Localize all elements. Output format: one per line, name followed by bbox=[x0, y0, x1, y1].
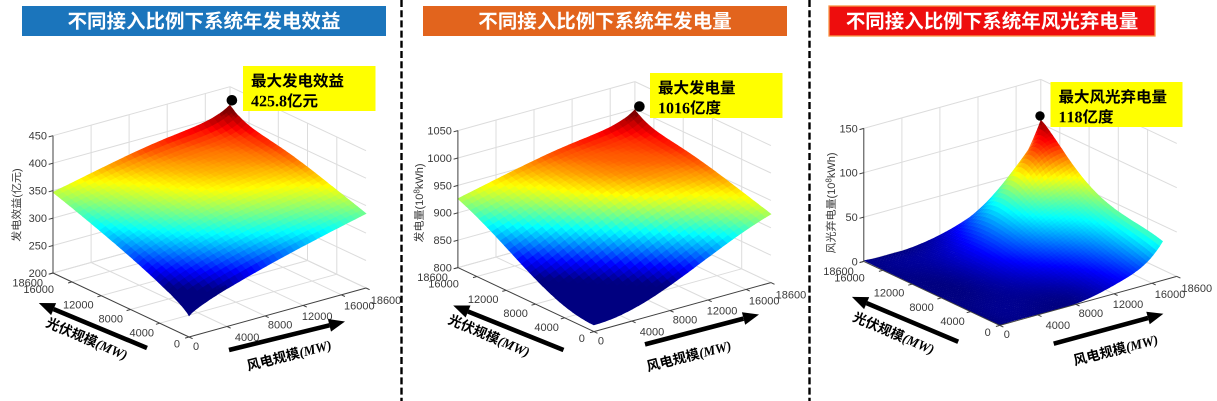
svg-text:(108kWh): (108kWh) bbox=[412, 163, 426, 209]
svg-text:4000: 4000 bbox=[534, 322, 558, 334]
svg-text:350: 350 bbox=[29, 186, 47, 198]
svg-text:12000: 12000 bbox=[63, 299, 94, 311]
svg-text:0: 0 bbox=[193, 341, 199, 353]
svg-text:12000: 12000 bbox=[302, 311, 333, 323]
svg-text:200: 200 bbox=[29, 268, 47, 280]
svg-text:8000: 8000 bbox=[673, 314, 697, 326]
svg-text:900: 900 bbox=[434, 208, 452, 220]
svg-text:8000: 8000 bbox=[1079, 308, 1103, 320]
svg-text:4000: 4000 bbox=[640, 326, 664, 338]
svg-text:100: 100 bbox=[839, 168, 857, 180]
svg-text:12000: 12000 bbox=[1113, 299, 1144, 311]
svg-text:18600: 18600 bbox=[371, 295, 402, 307]
svg-text:800: 800 bbox=[434, 263, 452, 275]
svg-text:16000: 16000 bbox=[344, 301, 375, 313]
svg-text:50: 50 bbox=[846, 212, 858, 224]
svg-text:16000: 16000 bbox=[1155, 289, 1186, 301]
svg-text:18600: 18600 bbox=[12, 278, 43, 290]
svg-text:8000: 8000 bbox=[503, 308, 527, 320]
svg-text:300: 300 bbox=[29, 213, 47, 225]
svg-text:12000: 12000 bbox=[874, 288, 905, 300]
svg-text:16000: 16000 bbox=[834, 272, 865, 284]
svg-text:18600: 18600 bbox=[823, 266, 854, 278]
svg-text:18600: 18600 bbox=[1182, 283, 1213, 295]
svg-text:8000: 8000 bbox=[99, 314, 123, 326]
svg-text:400: 400 bbox=[29, 158, 47, 170]
svg-text:16000: 16000 bbox=[23, 284, 54, 296]
svg-text:12000: 12000 bbox=[468, 294, 499, 306]
svg-text:450: 450 bbox=[29, 131, 47, 143]
svg-text:(108kWh): (108kWh) bbox=[824, 152, 838, 198]
svg-text:0: 0 bbox=[579, 333, 585, 345]
svg-text:8000: 8000 bbox=[909, 302, 933, 314]
svg-text:18600: 18600 bbox=[417, 272, 448, 284]
svg-text:0: 0 bbox=[174, 339, 180, 351]
svg-text:0: 0 bbox=[598, 335, 604, 347]
svg-text:18600: 18600 bbox=[776, 289, 807, 301]
svg-text:0: 0 bbox=[852, 256, 858, 268]
svg-text:250: 250 bbox=[29, 240, 47, 252]
svg-text:16000: 16000 bbox=[428, 279, 459, 291]
svg-text:950: 950 bbox=[434, 180, 452, 192]
svg-text:16000: 16000 bbox=[749, 295, 780, 307]
svg-text:4000: 4000 bbox=[130, 328, 154, 340]
svg-text:0: 0 bbox=[985, 327, 991, 339]
svg-text:1050: 1050 bbox=[427, 126, 451, 138]
svg-text:150: 150 bbox=[839, 123, 857, 135]
svg-text:12000: 12000 bbox=[707, 305, 738, 317]
svg-text:4000: 4000 bbox=[1046, 320, 1070, 332]
svg-text:4000: 4000 bbox=[940, 316, 964, 328]
svg-text:850: 850 bbox=[434, 235, 452, 247]
svg-text:8000: 8000 bbox=[268, 320, 292, 332]
svg-text:0: 0 bbox=[1004, 329, 1010, 341]
svg-text:1000: 1000 bbox=[427, 153, 451, 165]
svg-text:4000: 4000 bbox=[235, 332, 259, 344]
